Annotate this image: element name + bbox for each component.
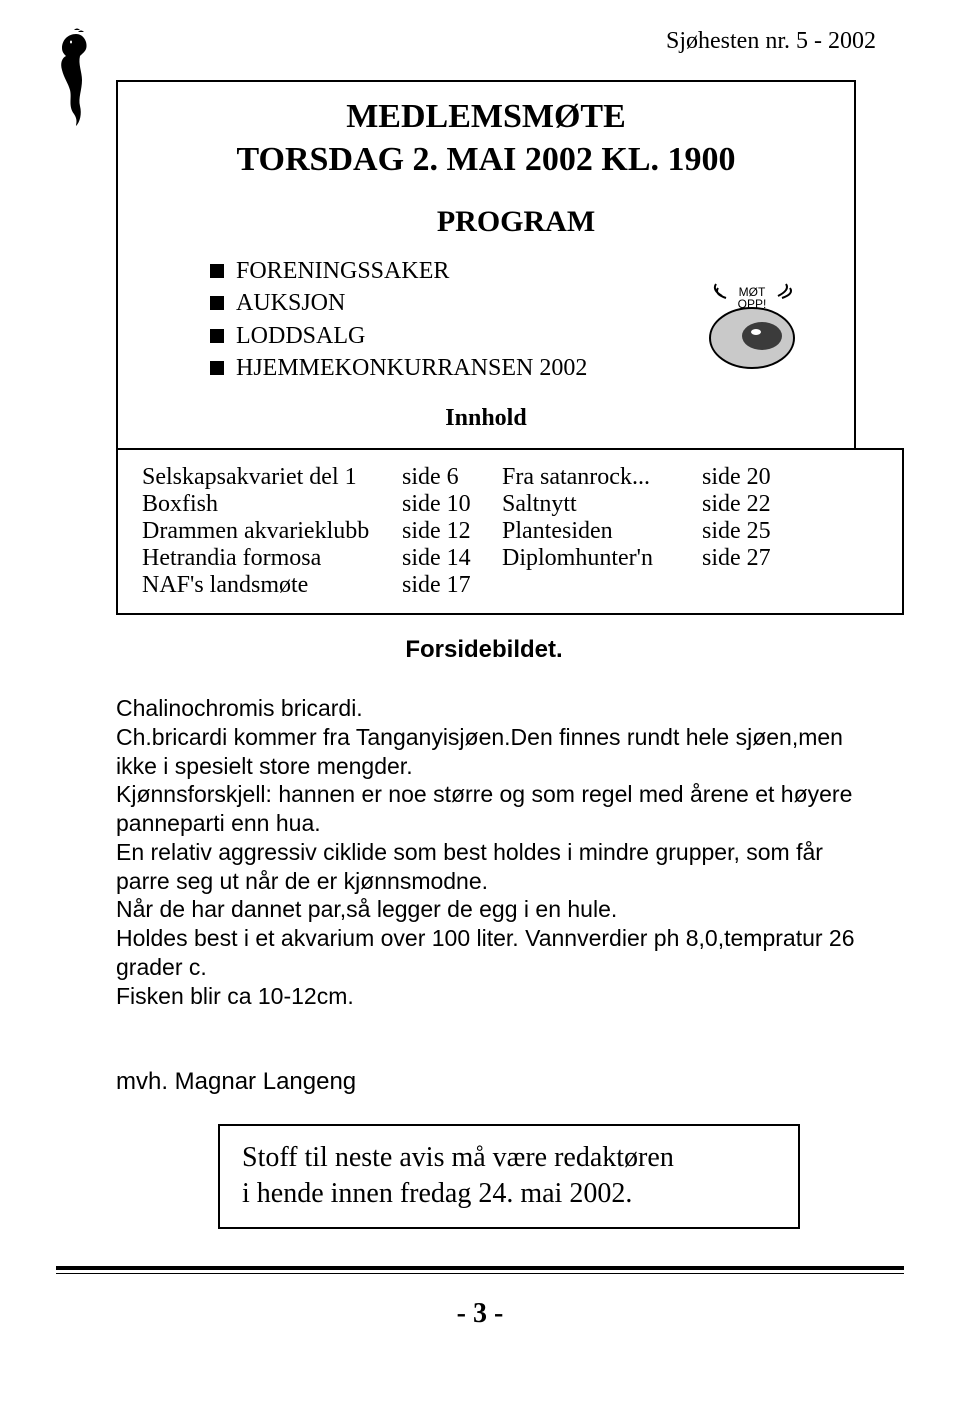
toc-right-page: side 27 bbox=[702, 545, 812, 572]
toc-left-page: side 12 bbox=[402, 518, 502, 545]
toc-left-page: side 14 bbox=[402, 545, 502, 572]
toc-left-page: side 17 bbox=[402, 572, 502, 599]
page-number: - 3 - bbox=[0, 1298, 960, 1330]
toc-right-title: Saltnytt bbox=[502, 491, 702, 518]
meeting-box: MEDLEMSMØTE TORSDAG 2. MAI 2002 KL. 1900… bbox=[116, 80, 856, 454]
contents-row: Drammen akvarieklubb side 12 Plantesiden… bbox=[142, 518, 878, 545]
meeting-title-line2: TORSDAG 2. MAI 2002 KL. 1900 bbox=[236, 141, 735, 178]
journal-header: Sjøhesten nr. 5 - 2002 bbox=[666, 28, 876, 55]
bullet-label: AUKSJON bbox=[236, 287, 345, 319]
deadline-line1: Stoff til neste avis må være redaktøren bbox=[242, 1142, 674, 1173]
contents-row: Selskapsakvariet del 1 side 6 Fra satanr… bbox=[142, 464, 878, 491]
forside-heading: Forsidebildet. bbox=[116, 636, 852, 664]
bullet-label: LODDSALG bbox=[236, 320, 365, 352]
innhold-label: Innhold bbox=[118, 405, 854, 432]
bullet-label: HJEMMEKONKURRANSEN 2002 bbox=[236, 352, 587, 384]
body-p5: Når de har dannet par,så legger de egg i… bbox=[116, 895, 856, 924]
toc-left-page: side 6 bbox=[402, 464, 502, 491]
toc-right-page: side 22 bbox=[702, 491, 812, 518]
bullet-label: FORENINGSSAKER bbox=[236, 255, 449, 287]
contents-box: Selskapsakvariet del 1 side 6 Fra satanr… bbox=[116, 448, 904, 615]
contents-row: Hetrandia formosa side 14 Diplomhunter'n… bbox=[142, 545, 878, 572]
body-text: Chalinochromis bricardi. Ch.bricardi kom… bbox=[116, 694, 856, 1010]
mot-opp-icon: MØT OPP! bbox=[704, 268, 814, 378]
footer-line bbox=[56, 1266, 904, 1274]
signature: mvh. Magnar Langeng bbox=[116, 1068, 356, 1096]
toc-right-page bbox=[702, 572, 812, 599]
meeting-title: MEDLEMSMØTE TORSDAG 2. MAI 2002 KL. 1900 bbox=[118, 96, 854, 181]
page: Sjøhesten nr. 5 - 2002 MEDLEMSMØTE TORSD… bbox=[0, 0, 960, 1418]
contents-row: NAF's landsmøte side 17 bbox=[142, 572, 878, 599]
svg-text:OPP!: OPP! bbox=[738, 297, 767, 311]
body-p7: Fisken blir ca 10-12cm. bbox=[116, 982, 856, 1011]
toc-left-title: Boxfish bbox=[142, 491, 402, 518]
body-p4: En relativ aggressiv ciklide som best ho… bbox=[116, 838, 856, 896]
diamond-icon bbox=[210, 264, 224, 278]
toc-left-title: Selskapsakvariet del 1 bbox=[142, 464, 402, 491]
contents-row: Boxfish side 10 Saltnytt side 22 bbox=[142, 491, 878, 518]
toc-right-title: Fra satanrock... bbox=[502, 464, 702, 491]
toc-right-page: side 20 bbox=[702, 464, 812, 491]
body-p3: Kjønnsforskjell: hannen er noe større og… bbox=[116, 780, 856, 838]
program-label: PROGRAM bbox=[118, 205, 854, 239]
toc-left-title: Drammen akvarieklubb bbox=[142, 518, 402, 545]
seahorse-icon bbox=[48, 28, 104, 128]
diamond-icon bbox=[210, 296, 224, 310]
diamond-icon bbox=[210, 329, 224, 343]
toc-left-page: side 10 bbox=[402, 491, 502, 518]
deadline-line2: i hende innen fredag 24. mai 2002. bbox=[242, 1178, 632, 1209]
toc-right-title: Diplomhunter'n bbox=[502, 545, 702, 572]
toc-left-title: Hetrandia formosa bbox=[142, 545, 402, 572]
body-p2: Ch.bricardi kommer fra Tanganyisjøen.Den… bbox=[116, 723, 856, 781]
toc-right-title: Plantesiden bbox=[502, 518, 702, 545]
meeting-title-line1: MEDLEMSMØTE bbox=[346, 98, 626, 135]
deadline-box: Stoff til neste avis må være redaktøren … bbox=[218, 1124, 800, 1229]
diamond-icon bbox=[210, 361, 224, 375]
body-p6: Holdes best i et akvarium over 100 liter… bbox=[116, 924, 856, 982]
toc-right-page: side 25 bbox=[702, 518, 812, 545]
body-p1: Chalinochromis bricardi. bbox=[116, 694, 856, 723]
toc-right-title bbox=[502, 572, 702, 599]
toc-left-title: NAF's landsmøte bbox=[142, 572, 402, 599]
